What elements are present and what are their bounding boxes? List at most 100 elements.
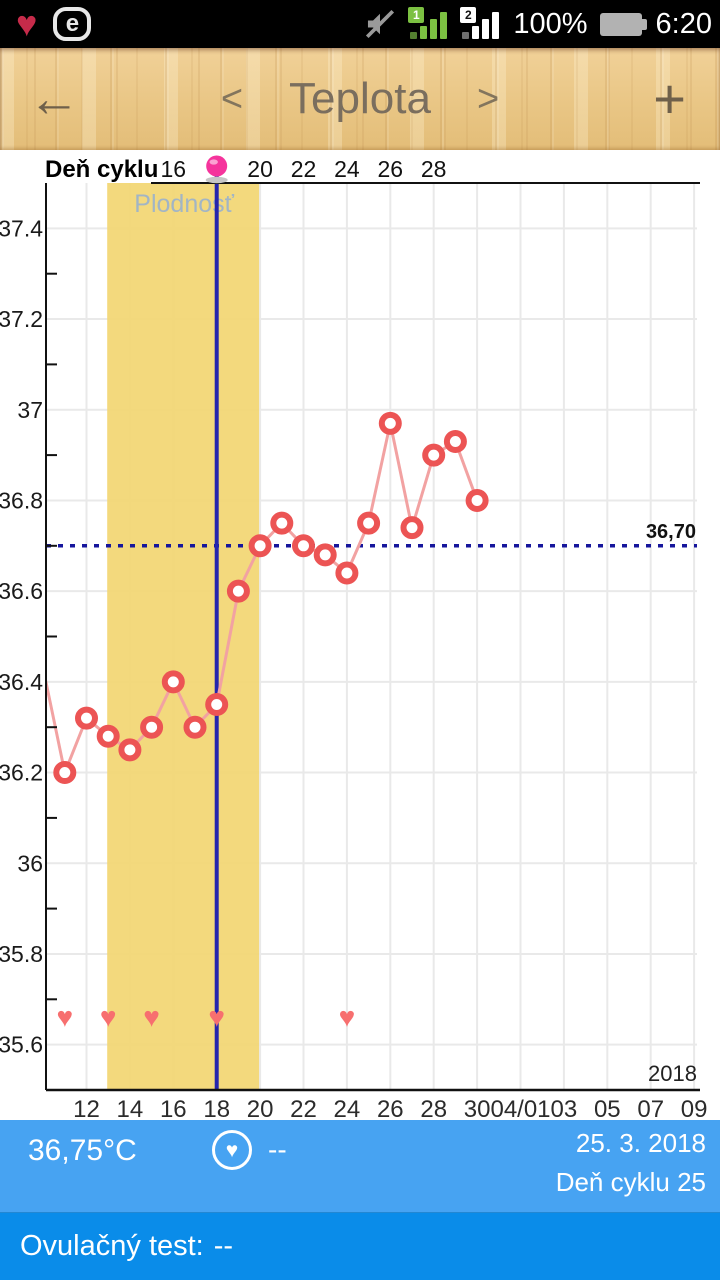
coverline-label: 36,70: [646, 521, 696, 543]
data-point[interactable]: [96, 724, 120, 748]
svg-text:24: 24: [334, 1096, 361, 1120]
ovulation-test-label: Ovulačný test:: [20, 1230, 204, 1262]
data-point[interactable]: [400, 516, 424, 540]
data-point[interactable]: [118, 738, 142, 762]
svg-text:36.8: 36.8: [0, 487, 43, 513]
intercourse-heart: ♥: [339, 1001, 356, 1032]
svg-text:22: 22: [291, 156, 317, 182]
svg-text:36.6: 36.6: [0, 578, 43, 604]
status-bar-left: ♥ e: [16, 3, 92, 44]
battery-percent: 100%: [513, 7, 588, 40]
data-point[interactable]: [140, 715, 164, 739]
data-point[interactable]: [422, 443, 446, 467]
svg-text:12: 12: [73, 1096, 100, 1120]
data-point[interactable]: [443, 429, 467, 453]
app-heart-icon: ♥: [16, 3, 38, 44]
eset-icon: e: [53, 7, 92, 41]
ovulation-test-value: --: [213, 1230, 234, 1262]
app-header: ← < Teplota > +: [0, 48, 720, 150]
fertility-band-label: Plodnosť: [134, 190, 234, 218]
svg-text:36.2: 36.2: [0, 760, 43, 786]
data-point[interactable]: [53, 761, 77, 785]
intercourse-heart-icon: ♥: [212, 1130, 252, 1170]
svg-text:16: 16: [161, 156, 187, 182]
svg-text:28: 28: [421, 156, 447, 182]
svg-text:14: 14: [117, 1096, 144, 1120]
data-point[interactable]: [161, 670, 185, 694]
svg-text:37.4: 37.4: [0, 215, 43, 241]
data-point[interactable]: [75, 706, 98, 730]
svg-text:04/01: 04/01: [490, 1096, 550, 1120]
prev-chart-button[interactable]: <: [220, 77, 244, 120]
data-point[interactable]: [357, 511, 381, 535]
mute-icon: [363, 7, 397, 41]
svg-text:36.4: 36.4: [0, 669, 43, 695]
svg-text:37: 37: [17, 397, 43, 423]
status-bar-right: 1 2 100% 6:20: [363, 7, 712, 41]
svg-text:03: 03: [551, 1096, 578, 1120]
data-point[interactable]: [378, 411, 402, 435]
back-button[interactable]: ←: [28, 70, 80, 128]
svg-text:30: 30: [464, 1096, 491, 1120]
sim1-signal-icon: 1: [408, 7, 449, 41]
fertility-band: Plodnosť: [107, 183, 260, 1090]
svg-text:26: 26: [378, 156, 404, 182]
data-point[interactable]: [183, 715, 207, 739]
temperature-chart[interactable]: Plodnosť 36,70 ♥ ♥ ♥ ♥ ♥ 37.4 37.2 37 36.8 36.6 36.4…: [0, 150, 720, 1120]
cycle-day-label: Deň cyklu 25: [555, 1167, 706, 1197]
date-summary: 25. 3. 2018 Deň cyklu 25: [556, 1128, 706, 1198]
cycle-day-axis-label: Deň cyklu: [45, 156, 158, 183]
intercourse-summary: ♥ --: [212, 1130, 287, 1170]
data-point[interactable]: [335, 561, 359, 585]
page-title: Teplota: [289, 74, 431, 123]
status-bar: ♥ e 1 2: [0, 0, 720, 48]
battery-icon: [599, 12, 647, 36]
svg-text:20: 20: [247, 156, 273, 182]
svg-text:37.2: 37.2: [0, 306, 43, 332]
intercourse-heart: ♥: [208, 1001, 225, 1032]
svg-text:24: 24: [334, 156, 360, 182]
x-axis-labels: 12 14 16 18 20 22 24 26 28 30 04/01 03 05 07 09: [73, 1096, 707, 1120]
chart-svg: Plodnosť 36,70 ♥ ♥ ♥ ♥ ♥ 37.4 37.2 37 36.8 36.6 36.4…: [0, 155, 707, 1120]
add-entry-button[interactable]: +: [653, 67, 686, 130]
cycle-day-header: Deň cyklu 16 20 22 24 26 28: [45, 156, 446, 183]
svg-text:35.6: 35.6: [0, 1032, 43, 1058]
axes: [45, 182, 700, 1092]
intercourse-hearts: ♥ ♥ ♥ ♥ ♥: [56, 1001, 355, 1032]
svg-text:18: 18: [203, 1096, 230, 1120]
next-chart-button[interactable]: >: [476, 77, 500, 120]
header-title-group: < Teplota >: [221, 74, 499, 124]
ovulation-test-row[interactable]: Ovulačný test: --: [0, 1212, 720, 1280]
data-point[interactable]: [465, 488, 489, 512]
intercourse-heart: ♥: [143, 1001, 160, 1032]
intercourse-heart: ♥: [56, 1001, 73, 1032]
day-summary-panel[interactable]: 36,75°C ♥ -- 25. 3. 2018 Deň cyklu 25: [0, 1120, 720, 1212]
data-point[interactable]: [292, 534, 315, 558]
svg-text:28: 28: [420, 1096, 447, 1120]
data-point[interactable]: [248, 534, 272, 558]
data-point[interactable]: [226, 579, 250, 603]
intercourse-heart: ♥: [100, 1001, 117, 1032]
svg-text:22: 22: [290, 1096, 317, 1120]
svg-text:20: 20: [247, 1096, 274, 1120]
svg-text:36: 36: [17, 850, 43, 876]
clock: 6:20: [655, 7, 712, 40]
data-point[interactable]: [313, 543, 337, 567]
svg-text:35.8: 35.8: [0, 941, 43, 967]
selected-date: 25. 3. 2018: [575, 1128, 706, 1158]
data-point[interactable]: [270, 511, 294, 535]
svg-text:09: 09: [681, 1096, 708, 1120]
data-point[interactable]: [205, 693, 229, 717]
temperature-value: 36,75°C: [28, 1134, 137, 1167]
year-label: 2018: [648, 1061, 697, 1086]
svg-text:05: 05: [594, 1096, 621, 1120]
svg-text:16: 16: [160, 1096, 187, 1120]
svg-text:26: 26: [377, 1096, 404, 1120]
intercourse-value: --: [268, 1134, 287, 1165]
svg-text:07: 07: [637, 1096, 664, 1120]
temperature-series: [46, 411, 489, 785]
sim2-signal-icon: 2: [460, 7, 501, 41]
y-axis-labels: 37.4 37.2 37 36.8 36.6 36.4 36.2 36 35.8 35.6: [0, 215, 43, 1057]
ovulation-day-marker[interactable]: [205, 155, 228, 184]
